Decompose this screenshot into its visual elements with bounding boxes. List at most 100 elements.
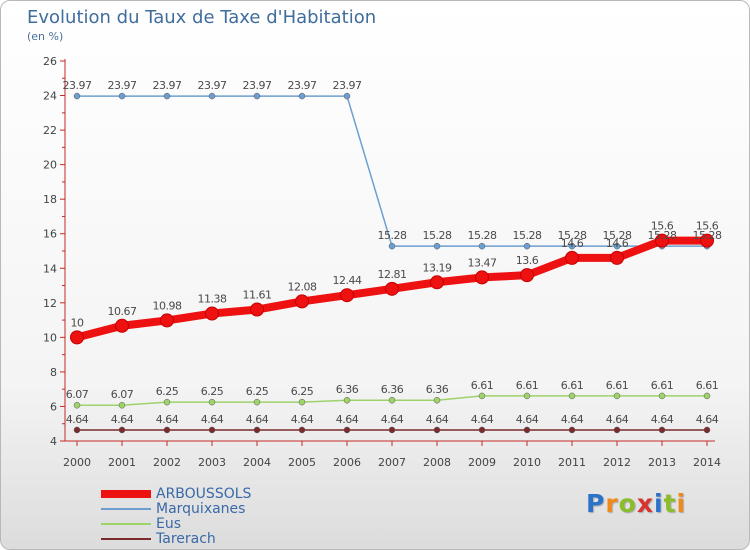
data-point [613,392,621,400]
data-point [340,288,354,303]
data-label: 10 [71,316,84,329]
series-line [77,95,707,247]
data-point [208,426,216,434]
data-label: 13.19 [423,261,452,274]
data-label: 6.61 [471,379,494,392]
legend-item-tarerach: Tarerach [101,531,321,547]
data-point [253,398,261,406]
data-point [433,426,441,434]
logo-letter: x [636,489,654,518]
data-label: 4.64 [336,413,359,426]
data-point [388,242,396,250]
data-labels: 10 10.67 10.98 11.38 11.61 12.08 12.44 12.81 13.… [63,79,723,426]
data-label: 6.25 [246,385,269,398]
logo-letter: o [618,489,637,518]
data-label: 4.64 [66,413,89,426]
y-tick-label: 26 [43,55,57,68]
data-point [388,396,396,404]
data-label: 6.25 [201,385,224,398]
y-tick-label: 16 [43,228,57,241]
data-point [250,302,264,317]
data-point [700,233,714,248]
data-point [295,294,309,309]
data-point [208,92,216,100]
data-label: 6.25 [156,385,179,398]
data-label: 4.64 [201,413,224,426]
data-point [475,270,489,285]
data-point [298,92,306,100]
data-label: 15.28 [468,229,497,242]
data-point [343,396,351,404]
data-point [433,242,441,250]
data-point [388,426,396,434]
data-point [73,426,81,434]
legend-swatch [101,490,151,498]
data-label: 12.44 [333,274,362,287]
legend-swatch [101,523,151,525]
x-tick-label: 2014 [693,456,721,469]
data-label: 15.28 [378,229,407,242]
data-point [523,426,531,434]
y-tick-label: 4 [50,435,57,448]
data-point [613,242,621,250]
legend-swatch [101,508,151,510]
y-tick-label: 18 [43,193,57,206]
legend-swatch [101,538,151,540]
data-label: 6.61 [651,379,674,392]
data-label: 15.28 [423,229,452,242]
data-label: 6.25 [291,385,314,398]
data-label: 6.36 [381,383,404,396]
data-label: 23.97 [288,79,317,92]
y-tick-label: 24 [43,90,57,103]
legend-item-eus: Eus [101,516,321,532]
data-point [610,250,624,265]
data-point [298,426,306,434]
logo-letter: i [654,489,664,518]
x-tick-label: 2000 [63,456,91,469]
data-label: 4.64 [651,413,674,426]
data-label: 15.28 [603,229,632,242]
data-label: 6.61 [561,379,584,392]
data-label: 14.6 [561,237,584,250]
data-point [658,392,666,400]
data-label: 23.97 [333,79,362,92]
data-point [205,306,219,321]
data-label: 4.64 [111,413,134,426]
data-label: 4.64 [516,413,539,426]
data-label: 23.97 [63,79,92,92]
chart-axes: 4 6 8 10 12 14 16 18 20 22 24 26 2000 2001 2002 2003 200… [43,55,721,469]
data-label: 4.64 [291,413,314,426]
data-label: 4.64 [696,413,719,426]
data-point [430,275,444,290]
data-label: 6.07 [66,388,89,401]
data-point [163,426,171,434]
logo-letter: r [605,489,619,518]
data-point [568,392,576,400]
legend-label: Marquixanes [156,501,246,517]
data-label: 10.67 [108,305,137,318]
data-point [118,401,126,409]
x-tick-label: 2012 [603,456,631,469]
logo-letter: i [676,489,687,518]
x-tick-label: 2008 [423,456,451,469]
y-tick-label: 14 [43,262,57,275]
data-point [478,392,486,400]
data-point [478,426,486,434]
data-label: 15.6 [696,220,719,233]
data-point [208,398,216,406]
data-point [70,330,84,345]
data-point [385,281,399,296]
data-point [565,250,579,265]
data-point [433,396,441,404]
data-label: 4.64 [381,413,404,426]
data-point [613,426,621,434]
data-label: 23.97 [108,79,137,92]
proxiti-logo: Proxiti [586,489,686,518]
data-label: 4.64 [606,413,629,426]
data-point [568,426,576,434]
data-point [253,426,261,434]
x-tick-label: 2011 [558,456,586,469]
logo-letter: P [586,489,606,518]
